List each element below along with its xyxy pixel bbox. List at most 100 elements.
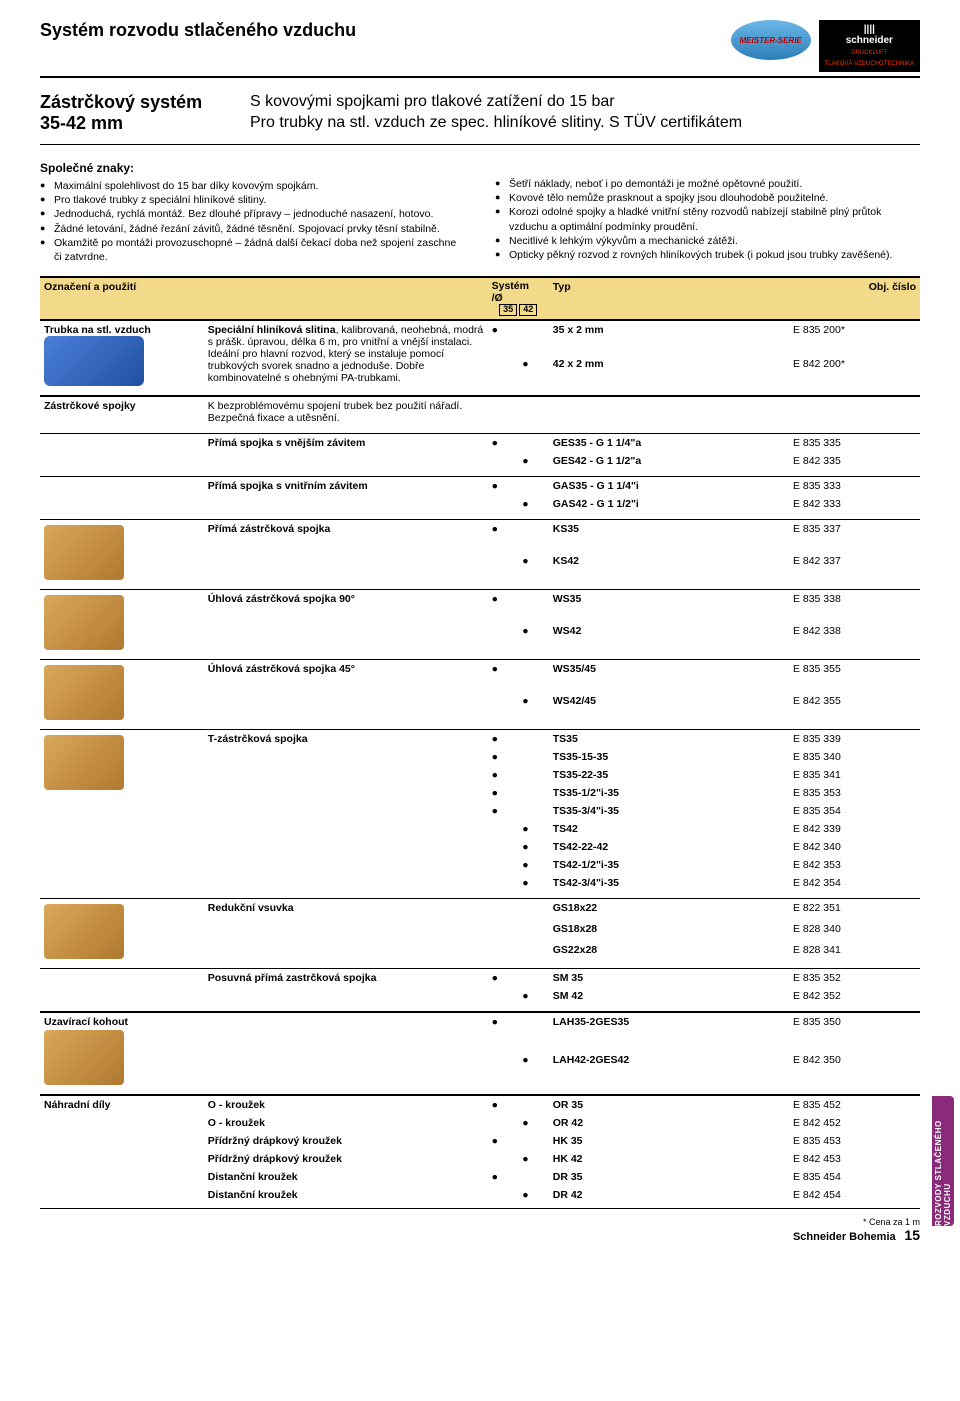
row-label	[40, 969, 204, 1006]
obj-cell: E 842 339	[789, 820, 920, 838]
dot-35: ●	[488, 477, 519, 496]
row-desc: Úhlová zástrčková spojka 90°	[204, 590, 488, 654]
dot-42	[518, 730, 549, 749]
typ-cell: GS18x28	[549, 920, 789, 941]
obj-cell: E 835 354	[789, 802, 920, 820]
typ-cell: SM 42	[549, 987, 789, 1005]
dot-42: ●	[518, 838, 549, 856]
typ-cell: TS35-1/2"i-35	[549, 784, 789, 802]
obj-cell: E 835 337	[789, 520, 920, 552]
footer: * Cena za 1 m Schneider Bohemia 15	[40, 1208, 920, 1243]
typ-cell: TS35	[549, 730, 789, 749]
dot-42	[518, 941, 549, 962]
dot-35: ●	[488, 434, 519, 453]
row-label	[40, 899, 204, 963]
obj-cell: E 842 335	[789, 452, 920, 470]
logo-area: MEISTER-SERIE |||| schneider DRUCKLUFT T…	[731, 20, 920, 72]
typ-cell: GAS35 - G 1 1/4"i	[549, 477, 789, 496]
feature-item: Žádné letování, žádné řezání závitů, žád…	[40, 222, 465, 236]
dot-35	[488, 941, 519, 962]
typ-cell: 35 x 2 mm	[549, 320, 789, 355]
dot-35	[488, 920, 519, 941]
row-label: Uzavírací kohout	[40, 1012, 204, 1088]
typ-cell: WS42/45	[549, 692, 789, 723]
row-label	[40, 590, 204, 654]
table-row: Uzavírací kohout●LAH35-2GES35E 835 350	[40, 1012, 920, 1051]
dot-42	[518, 969, 549, 988]
typ-cell: 42 x 2 mm	[549, 355, 789, 389]
dot-35: ●	[488, 1012, 519, 1051]
typ-cell: TS35-15-35	[549, 748, 789, 766]
row-label	[40, 520, 204, 584]
pipe-image-icon	[44, 336, 144, 386]
subheader-right: S kovovými spojkami pro tlakové zatížení…	[250, 92, 920, 134]
dot-35: ●	[488, 730, 519, 749]
features-right: Šetří náklady, neboť i po demontáži je m…	[495, 161, 920, 264]
row-label: Náhradní díly	[40, 1095, 204, 1204]
dot-42: ●	[518, 495, 549, 513]
brand-logo: |||| schneider DRUCKLUFT TLAKOVÁ VZDUCHO…	[819, 20, 920, 72]
dot-42	[518, 766, 549, 784]
typ-cell: TS35-22-35	[549, 766, 789, 784]
catalog-table: Označení a použití Systém /Ø 3542 Typ Ob…	[40, 276, 920, 1204]
feature-item: Jednoduchá, rychlá montáž. Bez dlouhé př…	[40, 207, 465, 221]
dot-35: ●	[488, 320, 519, 355]
row-desc: Distanční kroužek	[204, 1186, 488, 1204]
footer-brand: Schneider Bohemia	[793, 1231, 896, 1243]
row-desc: Úhlová zástrčková spojka 45°	[204, 660, 488, 724]
dot-42	[518, 784, 549, 802]
obj-cell: E 842 338	[789, 622, 920, 653]
row-desc: Přímá spojka s vnějším závitem	[204, 434, 488, 471]
obj-cell: E 835 335	[789, 434, 920, 453]
col-system: Systém /Ø 3542	[488, 277, 549, 320]
system-name: Zástrčkový systém	[40, 92, 220, 113]
dot-42: ●	[518, 874, 549, 892]
dot-42: ●	[518, 692, 549, 723]
subheader-left: Zástrčkový systém 35-42 mm	[40, 92, 220, 134]
dot-35: ●	[488, 784, 519, 802]
row-desc: Redukční vsuvka	[204, 899, 488, 963]
row-desc: Přímá spojka s vnitřním závitem	[204, 477, 488, 514]
table-row: Náhradní dílyO - kroužek●OR 35E 835 452	[40, 1095, 920, 1114]
dot-35	[488, 495, 519, 513]
row-label	[40, 660, 204, 724]
dot-42	[518, 590, 549, 622]
col-obj: Obj. číslo	[789, 277, 920, 320]
dot-35	[488, 899, 519, 921]
obj-cell: E 842 354	[789, 874, 920, 892]
typ-cell: GES42 - G 1 1/2"a	[549, 452, 789, 470]
row-desc	[204, 1012, 488, 1088]
row-desc: Speciální hliníková slitina, kalibrovaná…	[204, 320, 488, 389]
row-desc: Distanční kroužek	[204, 1168, 488, 1186]
dot-35: ●	[488, 969, 519, 988]
obj-cell: E 835 341	[789, 766, 920, 784]
obj-cell: E 822 351	[789, 899, 920, 921]
features-block: Společné znaky: Maximální spolehlivost d…	[40, 161, 920, 264]
obj-cell: E 835 350	[789, 1012, 920, 1051]
page-number: 15	[904, 1227, 920, 1243]
table-row: Úhlová zástrčková spojka 45°●WS35/45E 83…	[40, 660, 920, 692]
typ-cell: WS35	[549, 590, 789, 622]
row-desc: O - kroužek	[204, 1095, 488, 1114]
dot-42: ●	[518, 1051, 549, 1088]
typ-cell: KS35	[549, 520, 789, 552]
dot-42: ●	[518, 552, 549, 583]
dot-42: ●	[518, 355, 549, 389]
obj-cell: E 835 333	[789, 477, 920, 496]
dot-35	[488, 838, 519, 856]
subheader-line2: Pro trubky na stl. vzduch ze spec. hliní…	[250, 113, 920, 134]
dot-35: ●	[488, 590, 519, 622]
row-desc: Posuvná přímá zastrčková spojka	[204, 969, 488, 1006]
dot-42	[518, 899, 549, 921]
footnote: * Cena za 1 m	[793, 1217, 920, 1227]
dot-42	[518, 1012, 549, 1051]
dot-35	[488, 1051, 519, 1088]
table-row: Přímá spojka s vnějším závitem●GES35 - G…	[40, 434, 920, 453]
obj-cell: E 835 353	[789, 784, 920, 802]
row-desc: Přídržný drápkový kroužek	[204, 1132, 488, 1150]
side-tab: ROZVODY STLAČENÉHO VZDUCHU	[932, 1096, 954, 1226]
meister-badge-icon: MEISTER-SERIE	[731, 20, 811, 60]
table-row: Posuvná přímá zastrčková spojka●SM 35E 8…	[40, 969, 920, 988]
brand-name: schneider	[846, 35, 893, 46]
fitting-image-icon	[44, 735, 124, 790]
